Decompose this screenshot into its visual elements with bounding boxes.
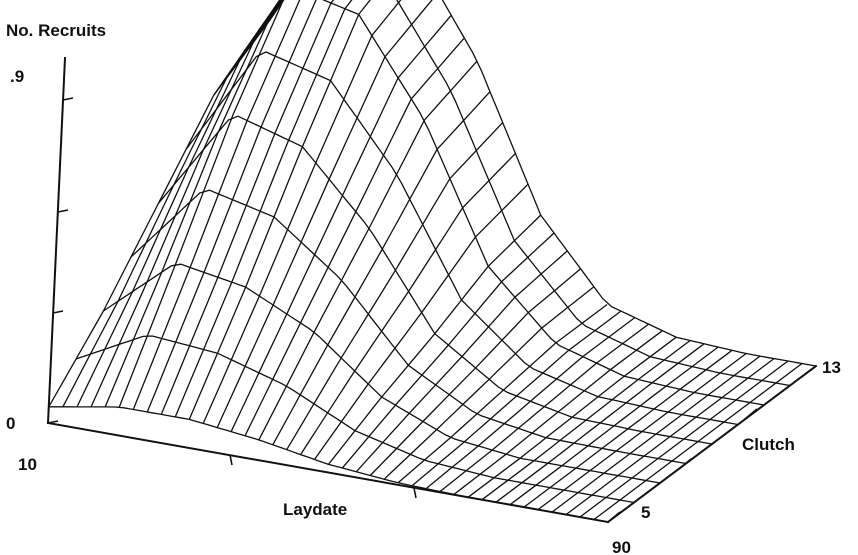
y-axis-label: Clutch (742, 435, 795, 454)
mesh-line-laydate (313, 183, 529, 460)
mesh-line-clutch (130, 189, 687, 465)
z-axis (46, 56, 67, 425)
mesh-line-laydate (174, 0, 353, 418)
mesh-line-clutch (158, 115, 713, 445)
y-tick-label-max: 13 (822, 358, 841, 377)
surface-mesh (48, 0, 817, 523)
z-tick-0 (47, 420, 59, 424)
x-tick-1 (229, 454, 233, 466)
mesh-line-laydate (230, 14, 452, 432)
z-tick-1 (52, 310, 64, 314)
x-axis-label: Laydate (283, 500, 347, 519)
mesh-line-laydate (118, 0, 284, 408)
mesh-line-laydate (104, 0, 281, 408)
mesh-line-clutch (240, 0, 791, 387)
x-tick-label-min: 10 (18, 455, 37, 474)
y-tick-label-min: 5 (641, 503, 650, 522)
mesh-line-laydate (327, 214, 542, 465)
mesh-line-laydate (341, 232, 555, 469)
mesh-line-clutch (266, 0, 817, 367)
mesh-line-clutch (48, 406, 609, 523)
x-tick-label-max: 90 (612, 538, 631, 555)
x-tick-2 (413, 487, 417, 499)
mesh-line-clutch (103, 263, 661, 484)
z-tick-2 (57, 209, 69, 213)
mesh-line-laydate (272, 91, 491, 446)
mesh-line-clutch (213, 0, 765, 406)
mesh-line-clutch (75, 335, 635, 504)
z-tick-label-min: 0 (6, 414, 15, 433)
mesh-line-clutch (185, 51, 739, 426)
mesh-line-laydate (397, 303, 608, 484)
mesh-line-laydate (411, 310, 622, 487)
z-tick-label-max: .9 (10, 67, 24, 86)
mesh-line-laydate (244, 37, 465, 437)
z-tick-3 (62, 97, 74, 101)
z-axis-label: No. Recruits (6, 21, 106, 40)
